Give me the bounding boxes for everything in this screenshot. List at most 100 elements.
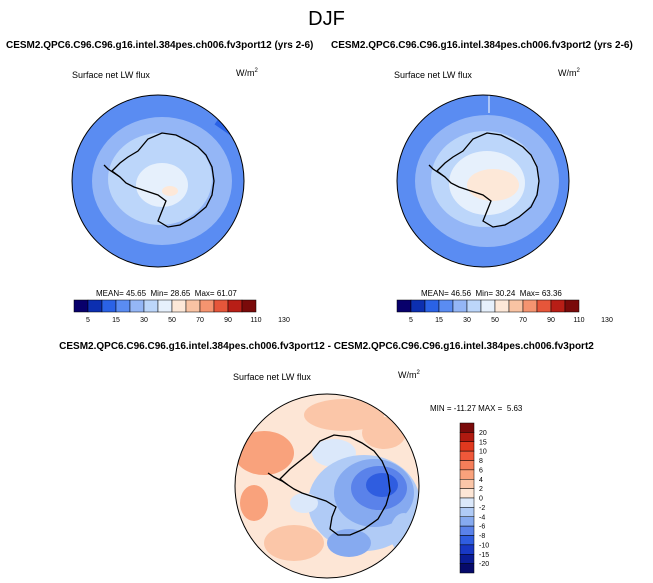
field-anomaly-cool (366, 473, 398, 497)
colorbar-swatch (424, 299, 440, 313)
antarctica-coastline (279, 434, 391, 536)
field-anomaly-warm (304, 399, 384, 431)
antarctic-peninsula (428, 164, 446, 178)
colorbar-swatch (241, 299, 257, 313)
panel-left-case-title: CESM2.QPC6.C96.C96.g16.intel.384pes.ch00… (6, 40, 314, 51)
field-anomaly-warm (362, 417, 406, 449)
colorbar-swatch (522, 299, 538, 313)
diff-panel-minmax: MIN = -11.27 MAX = 5.63 (430, 404, 523, 413)
diff-panel-units: W/m2 (398, 370, 420, 380)
field-anomaly-cool (327, 529, 371, 557)
colorbar-tick-label: 4 (479, 477, 483, 484)
colorbar-swatch (459, 488, 475, 499)
colorbar-swatch (87, 299, 103, 313)
colorbar-swatch (459, 525, 475, 536)
colorbar-tick-label: 20 (479, 430, 487, 437)
colorbar-tick-label: 5 (86, 317, 90, 324)
antarctic-peninsula (267, 472, 289, 486)
colorbar-swatch (171, 299, 187, 313)
colorbar-tick-label: -6 (479, 524, 485, 531)
colorbar-tick-label: -4 (479, 514, 485, 521)
colorbar-tick-label: -15 (479, 552, 489, 559)
colorbar-tick-label: 5 (409, 317, 413, 324)
panel-right-map (396, 94, 570, 268)
colorbar-tick-label: -10 (479, 542, 489, 549)
colorbar-swatch (459, 441, 475, 452)
colorbar-swatch (185, 299, 201, 313)
panel-left-variable-label: Surface net LW flux (72, 70, 150, 80)
colorbar-swatch (115, 299, 131, 313)
colorbar-swatch (410, 299, 426, 313)
colorbar-swatch (564, 299, 580, 313)
panel-left-colorbar: 5 15 30 50 70 90 110 130 (73, 299, 290, 324)
colorbar-swatch (480, 299, 496, 313)
colorbar-tick-label: -20 (479, 561, 489, 568)
colorbar-swatch (129, 299, 145, 313)
colorbar-swatch (459, 450, 475, 461)
colorbar-swatch (459, 563, 475, 574)
colorbar-tick-label: 50 (168, 317, 176, 324)
colorbar-tick-label: 30 (463, 317, 471, 324)
diff-panel-title: CESM2.QPC6.C96.C96.g16.intel.384pes.ch00… (59, 341, 594, 352)
colorbar-swatch (459, 479, 475, 489)
field-anomaly-warm (235, 431, 294, 475)
colorbar-tick-label: 130 (601, 317, 613, 324)
colorbar-swatch (143, 299, 159, 313)
panel-right-units: W/m2 (558, 68, 580, 78)
colorbar-swatch (459, 544, 475, 555)
diff-panel-map (234, 393, 420, 579)
colorbar-tick-label: 50 (491, 317, 499, 324)
colorbar-swatch (213, 299, 229, 313)
colorbar-swatch (550, 299, 566, 313)
colorbar-swatch (438, 299, 454, 313)
panel-right-stats: MEAN= 46.56 Min= 30.24 Max= 63.36 (421, 289, 562, 298)
panel-right-variable-label: Surface net LW flux (394, 70, 472, 80)
antarctic-peninsula (103, 164, 121, 178)
colorbar-tick-label: 10 (479, 449, 487, 456)
field-band-core (136, 163, 188, 207)
diff-panel-variable-label: Surface net LW flux (233, 372, 311, 382)
colorbar-swatch (101, 299, 117, 313)
colorbar-swatch (508, 299, 524, 313)
colorbar-tick-label: 0 (479, 496, 483, 503)
colorbar-swatch (227, 299, 243, 313)
antarctica-coastline (436, 132, 540, 228)
colorbar-swatch (459, 469, 475, 480)
colorbar-swatch (459, 497, 475, 508)
field-anomaly-warm (240, 485, 268, 521)
map-boundary (234, 393, 420, 579)
colorbar-swatch (459, 432, 475, 442)
colorbar-swatch (459, 422, 475, 433)
field-band-warm (162, 186, 178, 196)
colorbar-tick-label: 6 (479, 467, 483, 474)
map-boundary (396, 94, 570, 268)
colorbar-tick-label: 15 (479, 439, 487, 446)
colorbar-swatch (459, 554, 475, 564)
field-band-warm (467, 169, 519, 201)
panel-right-colorbar: 5 15 30 50 70 90 110 130 (396, 299, 613, 324)
panel-left-stats: MEAN= 45.65 Min= 28.65 Max= 61.07 (96, 289, 237, 298)
panel-right-case-title: CESM2.QPC6.C96.C96.g16.intel.384pes.ch00… (331, 40, 633, 51)
colorbar-swatch (459, 460, 475, 471)
colorbar-swatch (396, 299, 412, 313)
colorbar-tick-label: 70 (196, 317, 204, 324)
field-anomaly-cool (290, 493, 318, 513)
colorbar-swatch (199, 299, 215, 313)
colorbar-tick-label: -8 (479, 533, 485, 540)
colorbar-swatch (157, 299, 173, 313)
colorbar-tick-label: 110 (573, 317, 584, 324)
map-boundary (71, 94, 245, 268)
colorbar-tick-label: -2 (479, 505, 485, 512)
colorbar-tick-label: 30 (140, 317, 148, 324)
colorbar-tick-label: 15 (112, 317, 120, 324)
colorbar-swatch (452, 299, 468, 313)
colorbar-tick-label: 15 (435, 317, 443, 324)
colorbar-tick-label: 2 (479, 486, 483, 493)
colorbar-tick-label: 110 (250, 317, 261, 324)
panel-left-units: W/m2 (236, 68, 258, 78)
colorbar-tick-label: 8 (479, 458, 483, 465)
colorbar-tick-label: 130 (278, 317, 290, 324)
colorbar-swatch (459, 535, 475, 546)
